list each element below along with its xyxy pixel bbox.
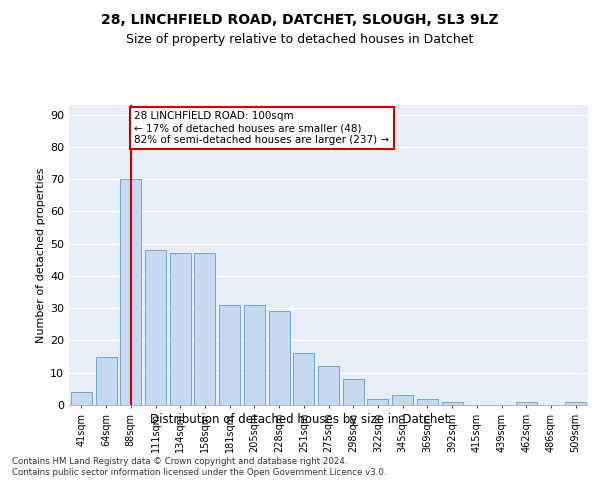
Bar [417,398,438,405]
Bar [95,356,116,405]
Bar [244,305,265,405]
Bar [170,254,191,405]
Bar [516,402,537,405]
Bar [293,354,314,405]
Bar [343,379,364,405]
Bar [318,366,339,405]
Bar [565,402,586,405]
Bar [219,305,240,405]
Bar [269,312,290,405]
Text: Contains HM Land Registry data © Crown copyright and database right 2024.
Contai: Contains HM Land Registry data © Crown c… [12,458,386,477]
Bar [71,392,92,405]
Bar [194,254,215,405]
Bar [367,398,388,405]
Bar [442,402,463,405]
Bar [120,179,141,405]
Text: 28, LINCHFIELD ROAD, DATCHET, SLOUGH, SL3 9LZ: 28, LINCHFIELD ROAD, DATCHET, SLOUGH, SL… [101,12,499,26]
Text: Distribution of detached houses by size in Datchet: Distribution of detached houses by size … [151,412,449,426]
Bar [392,396,413,405]
Text: Size of property relative to detached houses in Datchet: Size of property relative to detached ho… [127,32,473,46]
Y-axis label: Number of detached properties: Number of detached properties [36,168,46,342]
Text: 28 LINCHFIELD ROAD: 100sqm
← 17% of detached houses are smaller (48)
82% of semi: 28 LINCHFIELD ROAD: 100sqm ← 17% of deta… [134,112,389,144]
Bar [145,250,166,405]
